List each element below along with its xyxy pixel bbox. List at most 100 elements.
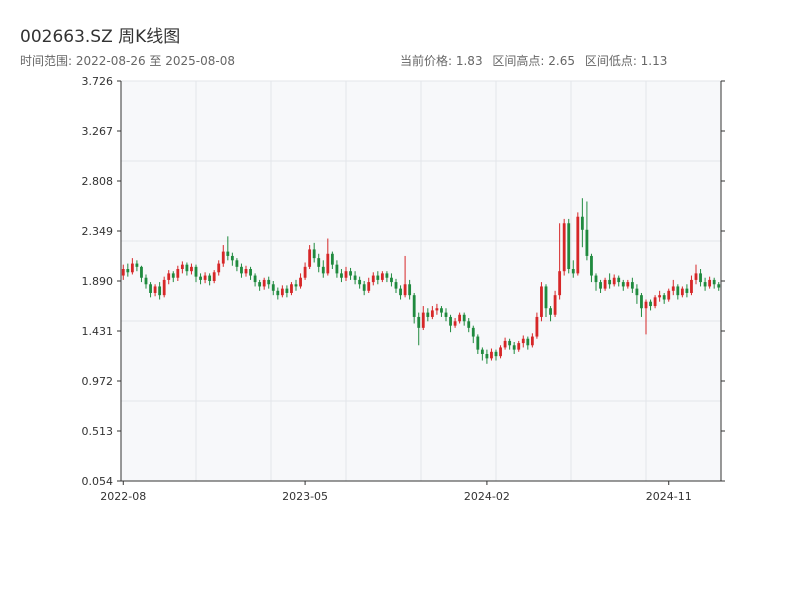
candle-body bbox=[190, 266, 193, 272]
candle-body bbox=[440, 308, 443, 313]
candle-body bbox=[521, 338, 525, 344]
candle-body bbox=[171, 273, 175, 278]
candle-body bbox=[149, 284, 152, 293]
candle-body bbox=[462, 314, 466, 322]
candle-body bbox=[549, 308, 552, 315]
candle-body bbox=[344, 271, 348, 278]
candle-body bbox=[362, 284, 366, 291]
candle-body bbox=[394, 282, 398, 289]
candle-body bbox=[130, 263, 134, 273]
candle-body bbox=[258, 282, 262, 287]
candle-body bbox=[458, 314, 462, 322]
candle-body bbox=[640, 295, 643, 309]
candle-body bbox=[308, 249, 312, 267]
candle-body bbox=[590, 255, 593, 276]
candle-body bbox=[467, 321, 471, 328]
candle-body bbox=[271, 284, 275, 291]
candle-body bbox=[230, 255, 234, 261]
x-tick-label: 2024-02 bbox=[464, 490, 510, 503]
candle-body bbox=[558, 271, 562, 296]
candle-body bbox=[703, 282, 707, 287]
candle-body bbox=[535, 316, 539, 337]
candle-body bbox=[444, 312, 448, 317]
candle-body bbox=[658, 295, 662, 298]
candle-body bbox=[221, 251, 225, 264]
price-summary: 当前价格: 1.83 区间高点: 2.65 区间低点: 1.13 bbox=[400, 52, 673, 69]
y-tick-label: 2.808 bbox=[82, 175, 114, 188]
candle-body bbox=[421, 312, 425, 328]
candle-body bbox=[694, 273, 698, 280]
date-range-label: 时间范围: 2022-08-26 至 2025-08-08 bbox=[20, 54, 235, 68]
candle-body bbox=[126, 269, 130, 273]
candle-body bbox=[599, 282, 602, 289]
candle-body bbox=[199, 276, 202, 280]
candle-body bbox=[617, 277, 621, 283]
range-high-label: 区间高点: 2.65 bbox=[492, 54, 575, 68]
candle-body bbox=[153, 286, 157, 293]
candle-body bbox=[653, 297, 657, 307]
x-tick-label: 2022-08 bbox=[100, 490, 146, 503]
candle-body bbox=[367, 282, 371, 291]
candle-body bbox=[135, 263, 139, 267]
candle-body bbox=[244, 269, 248, 274]
candle-body bbox=[621, 282, 625, 287]
candle-body bbox=[385, 273, 389, 278]
candle-body bbox=[567, 223, 571, 270]
candle-body bbox=[371, 275, 375, 283]
candle-body bbox=[562, 223, 566, 272]
candle-body bbox=[180, 264, 184, 270]
candle-body bbox=[635, 288, 639, 296]
candle-body bbox=[499, 347, 502, 357]
candle-body bbox=[667, 290, 671, 300]
candle-body bbox=[376, 275, 380, 280]
y-tick-label: 1.890 bbox=[82, 275, 114, 288]
candle-body bbox=[290, 284, 293, 293]
candle-body bbox=[299, 277, 302, 287]
candle-body bbox=[508, 340, 512, 346]
y-tick-label: 3.726 bbox=[82, 75, 114, 88]
candle-body bbox=[476, 336, 480, 350]
candle-body bbox=[330, 253, 334, 265]
candle-body bbox=[412, 295, 416, 317]
candle-body bbox=[571, 269, 575, 274]
candle-body bbox=[408, 284, 412, 296]
candle-body bbox=[140, 266, 143, 278]
candle-body bbox=[335, 264, 339, 274]
candle-body bbox=[503, 340, 507, 348]
y-tick-label: 2.349 bbox=[82, 225, 114, 238]
candle-body bbox=[480, 349, 484, 354]
candle-body bbox=[262, 279, 266, 287]
candle-body bbox=[585, 229, 589, 256]
candle-body bbox=[303, 266, 307, 278]
candle-body bbox=[662, 295, 666, 300]
candle-body bbox=[712, 279, 716, 285]
candle-body bbox=[167, 273, 171, 280]
candles bbox=[121, 198, 721, 364]
candle-body bbox=[671, 286, 675, 291]
range-low-label: 区间低点: 1.13 bbox=[584, 54, 668, 68]
y-tick-label: 3.267 bbox=[82, 125, 114, 138]
candle-body bbox=[358, 279, 362, 285]
candle-body bbox=[430, 310, 434, 317]
y-tick-label: 0.972 bbox=[82, 375, 114, 388]
candle-body bbox=[249, 269, 252, 276]
candle-body bbox=[494, 351, 498, 357]
candle-body bbox=[267, 279, 271, 285]
candle-body bbox=[685, 288, 689, 293]
candle-body bbox=[517, 343, 521, 350]
candle-body bbox=[176, 269, 180, 278]
candle-body bbox=[340, 273, 343, 278]
candle-body bbox=[226, 251, 230, 256]
candle-body bbox=[240, 266, 243, 274]
y-tick-label: 1.431 bbox=[82, 325, 114, 338]
candle-body bbox=[576, 216, 580, 274]
candle-body bbox=[540, 286, 543, 317]
candle-body bbox=[390, 277, 393, 283]
candle-body bbox=[144, 277, 148, 285]
candle-body bbox=[544, 286, 548, 309]
candle-body bbox=[285, 288, 289, 293]
candle-body bbox=[312, 249, 316, 259]
candle-body bbox=[321, 266, 325, 274]
candle-body bbox=[708, 279, 712, 287]
